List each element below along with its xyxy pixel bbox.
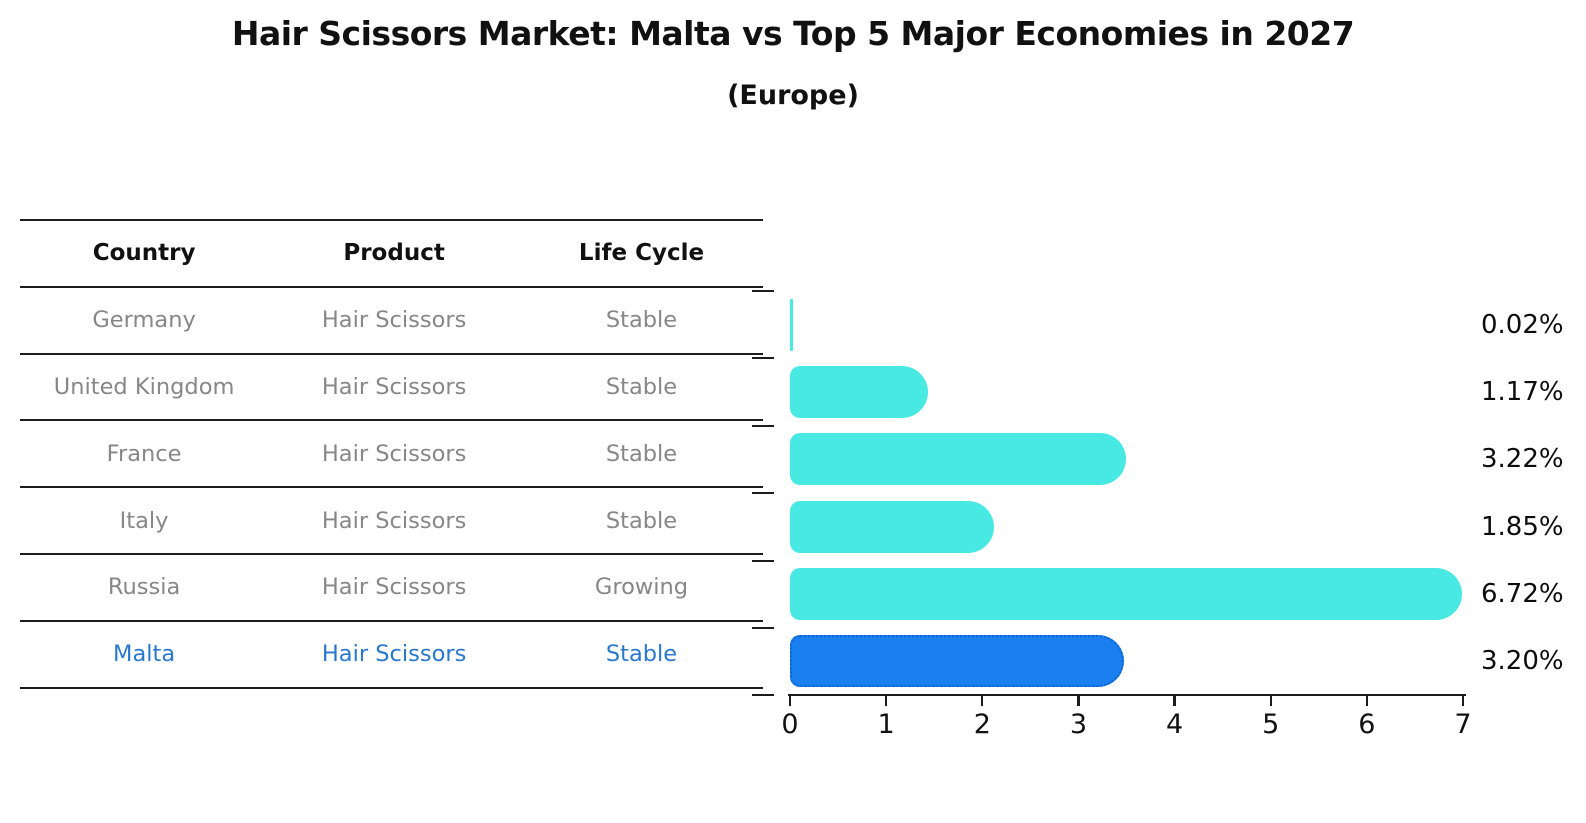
x-tick-label: 2: [973, 709, 991, 740]
bar: [790, 365, 929, 418]
product-cell: Hair Scissors: [321, 574, 467, 601]
country-cell: France: [106, 440, 182, 467]
product-cell: Hair Scissors: [321, 507, 467, 534]
x-tick: [1365, 696, 1369, 706]
y-tick: [752, 492, 774, 495]
life-cycle-cell: Stable: [605, 641, 678, 668]
table-body: Germany Hair Scissors Stable United Kingdom…: [20, 288, 763, 689]
y-tick: [752, 424, 774, 427]
life-cycle-cell: Stable: [605, 440, 678, 467]
bar: [790, 500, 994, 553]
y-tick: [752, 627, 774, 629]
life-cycle-cell: Stable: [605, 307, 678, 334]
value-label: 1.85%: [1481, 511, 1564, 542]
life-cycle-cell: Stable: [605, 373, 678, 400]
y-tick: [752, 559, 774, 562]
country-cell: Germany: [92, 307, 196, 334]
bar: [790, 298, 793, 351]
column-header-life-cycle: Life Cycle: [578, 240, 705, 267]
country-table: Country Product Life Cycle Germany Hair S…: [20, 219, 763, 689]
bar: [790, 433, 1126, 486]
bar: [790, 567, 1463, 620]
x-tick: [1173, 696, 1176, 706]
x-tick-label: 7: [1454, 709, 1472, 740]
life-cycle-cell: Stable: [605, 507, 678, 534]
value-label: 0.02%: [1481, 309, 1564, 340]
value-label: 1.17%: [1481, 376, 1564, 407]
product-cell: Hair Scissors: [321, 373, 467, 400]
chart-subtitle: (Europe): [727, 80, 859, 111]
value-label: 6.72%: [1481, 578, 1564, 609]
x-tick: [884, 696, 888, 706]
life-cycle-cell: Growing: [594, 574, 689, 601]
x-tick: [1269, 696, 1272, 706]
table-row: United Kingdom Hair Scissors Stable: [20, 355, 763, 422]
product-cell: Hair Scissors: [321, 307, 467, 334]
x-tick-label: 0: [781, 709, 799, 740]
country-cell: Italy: [119, 507, 169, 534]
y-tick: [752, 357, 774, 360]
x-tick-label: 3: [1069, 709, 1088, 740]
table-row: France Hair Scissors Stable: [20, 421, 763, 489]
chart-title: Hair Scissors Market: Malta vs Top 5 Maj…: [231, 14, 1355, 53]
x-axis-line: [788, 694, 1466, 696]
table-row: Russia Hair Scissors Growing: [20, 555, 763, 622]
value-label: 3.22%: [1481, 444, 1564, 475]
table-row: Germany Hair Scissors Stable: [20, 288, 763, 355]
x-tick: [1077, 696, 1080, 706]
column-header-product: Product: [343, 240, 445, 267]
x-tick-label: 5: [1262, 709, 1280, 740]
x-tick-label: 4: [1165, 709, 1184, 740]
table-header-row: Country Product Life Cycle: [20, 221, 763, 288]
column-header-country: Country: [92, 240, 196, 267]
country-cell: United Kingdom: [53, 373, 235, 400]
x-tick: [981, 696, 984, 706]
country-cell: Russia: [107, 574, 181, 601]
table-row: Italy Hair Scissors Stable: [20, 488, 763, 555]
bar-malta-highlighted: [790, 635, 1124, 688]
country-cell: Malta: [113, 641, 176, 668]
y-tick: [752, 290, 774, 292]
value-label: 3.20%: [1481, 646, 1564, 677]
x-tick-label: 6: [1358, 709, 1376, 740]
product-cell: Hair Scissors: [321, 440, 467, 467]
product-cell: Hair Scissors: [321, 641, 467, 668]
x-tick: [1461, 696, 1465, 706]
x-tick: [788, 696, 792, 706]
x-tick-label: 1: [877, 709, 895, 740]
table-row: Malta Hair Scissors Stable: [20, 622, 763, 689]
y-tick: [752, 694, 774, 697]
